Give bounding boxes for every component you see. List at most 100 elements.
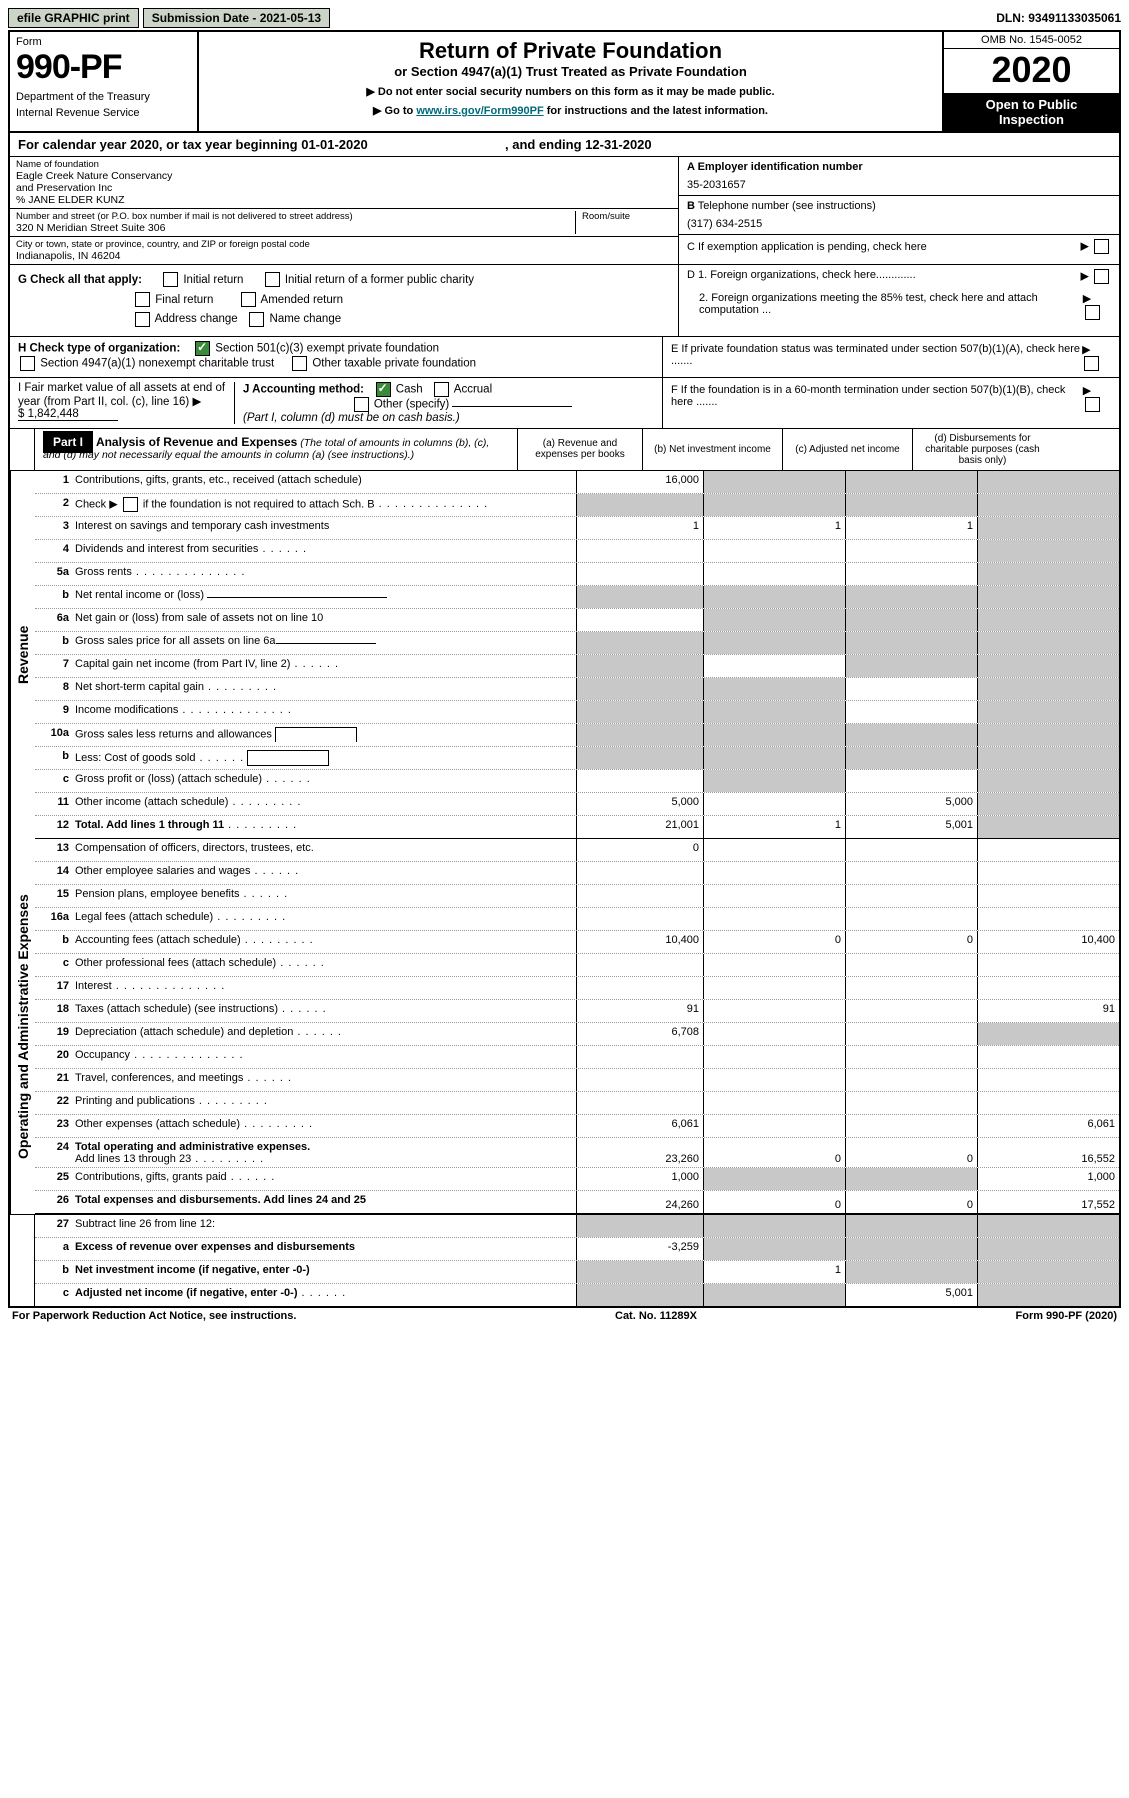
desc-6a: Net gain or (loss) from sale of assets n… (75, 609, 576, 631)
j-cash-checkbox[interactable] (376, 382, 391, 397)
h-opt1: Section 501(c)(3) exempt private foundat… (215, 342, 439, 354)
g-opt4: Initial return of a former public charit… (285, 274, 474, 286)
g-initial-checkbox[interactable] (163, 272, 178, 287)
r1-b (703, 471, 845, 493)
d1-checkbox[interactable] (1094, 269, 1109, 284)
r10c-d (977, 770, 1119, 792)
desc-16b-t: Accounting fees (attach schedule) (75, 934, 241, 946)
opex-section: Operating and Administrative Expenses 13… (10, 839, 1119, 1214)
r14-d (977, 862, 1119, 884)
r4-a (576, 540, 703, 562)
footer-mid: Cat. No. 11289X (615, 1310, 697, 1322)
dots-5a (132, 566, 246, 578)
r5b-line (207, 597, 387, 598)
desc-15: Pension plans, employee benefits (75, 885, 576, 907)
ein-cell: A Employer identification number 35-2031… (679, 157, 1119, 196)
form-title: Return of Private Foundation (219, 38, 922, 64)
h-row: H Check type of organization: Section 50… (10, 337, 1119, 378)
submission-btn[interactable]: Submission Date - 2021-05-13 (143, 8, 330, 28)
dots-19 (293, 1026, 342, 1038)
r3-b: 1 (703, 517, 845, 539)
vlabel-spacer (10, 429, 35, 470)
sch-b-checkbox[interactable] (123, 497, 138, 512)
desc-3: Interest on savings and temporary cash i… (75, 517, 576, 539)
desc-18: Taxes (attach schedule) (see instruction… (75, 1000, 576, 1022)
desc-14: Other employee salaries and wages (75, 862, 576, 884)
r5b-c (845, 586, 977, 608)
desc-16b: Accounting fees (attach schedule) (75, 931, 576, 953)
r5a-b (703, 563, 845, 585)
ln-16c: c (35, 954, 75, 976)
efile-btn[interactable]: efile GRAPHIC print (8, 8, 139, 28)
f-checkbox[interactable] (1085, 397, 1100, 412)
dots-12 (224, 819, 297, 831)
open-line2: Inspection (946, 112, 1117, 127)
dept-1: Department of the Treasury (16, 91, 191, 103)
ln-18: 18 (35, 1000, 75, 1022)
foundation-name2: and Preservation Inc (16, 182, 672, 194)
r14-a (576, 862, 703, 884)
r10c-a (576, 770, 703, 792)
desc-7-t: Capital gain net income (from Part IV, l… (75, 658, 290, 670)
c-checkbox[interactable] (1094, 239, 1109, 254)
d1-item: D 1. Foreign organizations, check here..… (679, 265, 1119, 288)
r18-b (703, 1000, 845, 1022)
dots-27c (297, 1287, 346, 1299)
r27c-a (576, 1284, 703, 1306)
r27a-c (845, 1238, 977, 1260)
desc-16c: Other professional fees (attach schedule… (75, 954, 576, 976)
phone-value: (317) 634-2515 (687, 218, 1111, 230)
ln-14: 14 (35, 862, 75, 884)
desc-16a-t: Legal fees (attach schedule) (75, 911, 213, 923)
calendar-year-row: For calendar year 2020, or tax year begi… (10, 133, 1119, 157)
j-accrual-checkbox[interactable] (434, 382, 449, 397)
r25-b (703, 1168, 845, 1190)
r9-b (703, 701, 845, 723)
r16b-b: 0 (703, 931, 845, 953)
r2-a (576, 494, 703, 516)
h-other-checkbox[interactable] (292, 356, 307, 371)
desc-6b-t: Gross sales price for all assets on line… (75, 635, 276, 647)
r26-b: 0 (703, 1191, 845, 1213)
street-value: 320 N Meridian Street Suite 306 (16, 222, 575, 234)
r15-b (703, 885, 845, 907)
j-other-checkbox[interactable] (354, 397, 369, 412)
r20-b (703, 1046, 845, 1068)
r21-c (845, 1069, 977, 1091)
r27b-b: 1 (703, 1261, 845, 1283)
g-opt3: Address change (155, 313, 238, 325)
r6b-d (977, 632, 1119, 654)
tax-year: 2020 (944, 49, 1119, 93)
instructions-link[interactable]: www.irs.gov/Form990PF (416, 105, 543, 117)
r3-a: 1 (576, 517, 703, 539)
r7-c (845, 655, 977, 677)
r6a-d (977, 609, 1119, 631)
r10a-c (845, 724, 977, 746)
g-former-checkbox[interactable] (265, 272, 280, 287)
d1-text: D 1. Foreign organizations, check here..… (687, 269, 916, 281)
desc-23: Other expenses (attach schedule) (75, 1115, 576, 1137)
g-amended-checkbox[interactable] (241, 292, 256, 307)
r9-a (576, 701, 703, 723)
r27b-d (977, 1261, 1119, 1283)
ln-24: 24 (35, 1138, 75, 1167)
r26-c: 0 (845, 1191, 977, 1213)
d2-checkbox[interactable] (1085, 305, 1100, 320)
g-final-checkbox[interactable] (135, 292, 150, 307)
open-to-public: Open to Public Inspection (944, 93, 1119, 131)
f-right: F If the foundation is in a 60-month ter… (662, 378, 1119, 428)
e-checkbox[interactable] (1084, 356, 1099, 371)
h-opt3: Other taxable private foundation (312, 357, 476, 369)
phone-label-b: B (687, 200, 695, 212)
j-note: (Part I, column (d) must be on cash basi… (243, 412, 460, 424)
r17-b (703, 977, 845, 999)
sub3-suffix: for instructions and the latest informat… (544, 105, 768, 117)
r24-b: 0 (703, 1138, 845, 1167)
name-label: Name of foundation (16, 159, 672, 170)
r15-a (576, 885, 703, 907)
h-4947-checkbox[interactable] (20, 356, 35, 371)
g-name-checkbox[interactable] (249, 312, 264, 327)
h-501c3-checkbox[interactable] (195, 341, 210, 356)
g-address-checkbox[interactable] (135, 312, 150, 327)
desc-19-t: Depreciation (attach schedule) and deple… (75, 1026, 293, 1038)
